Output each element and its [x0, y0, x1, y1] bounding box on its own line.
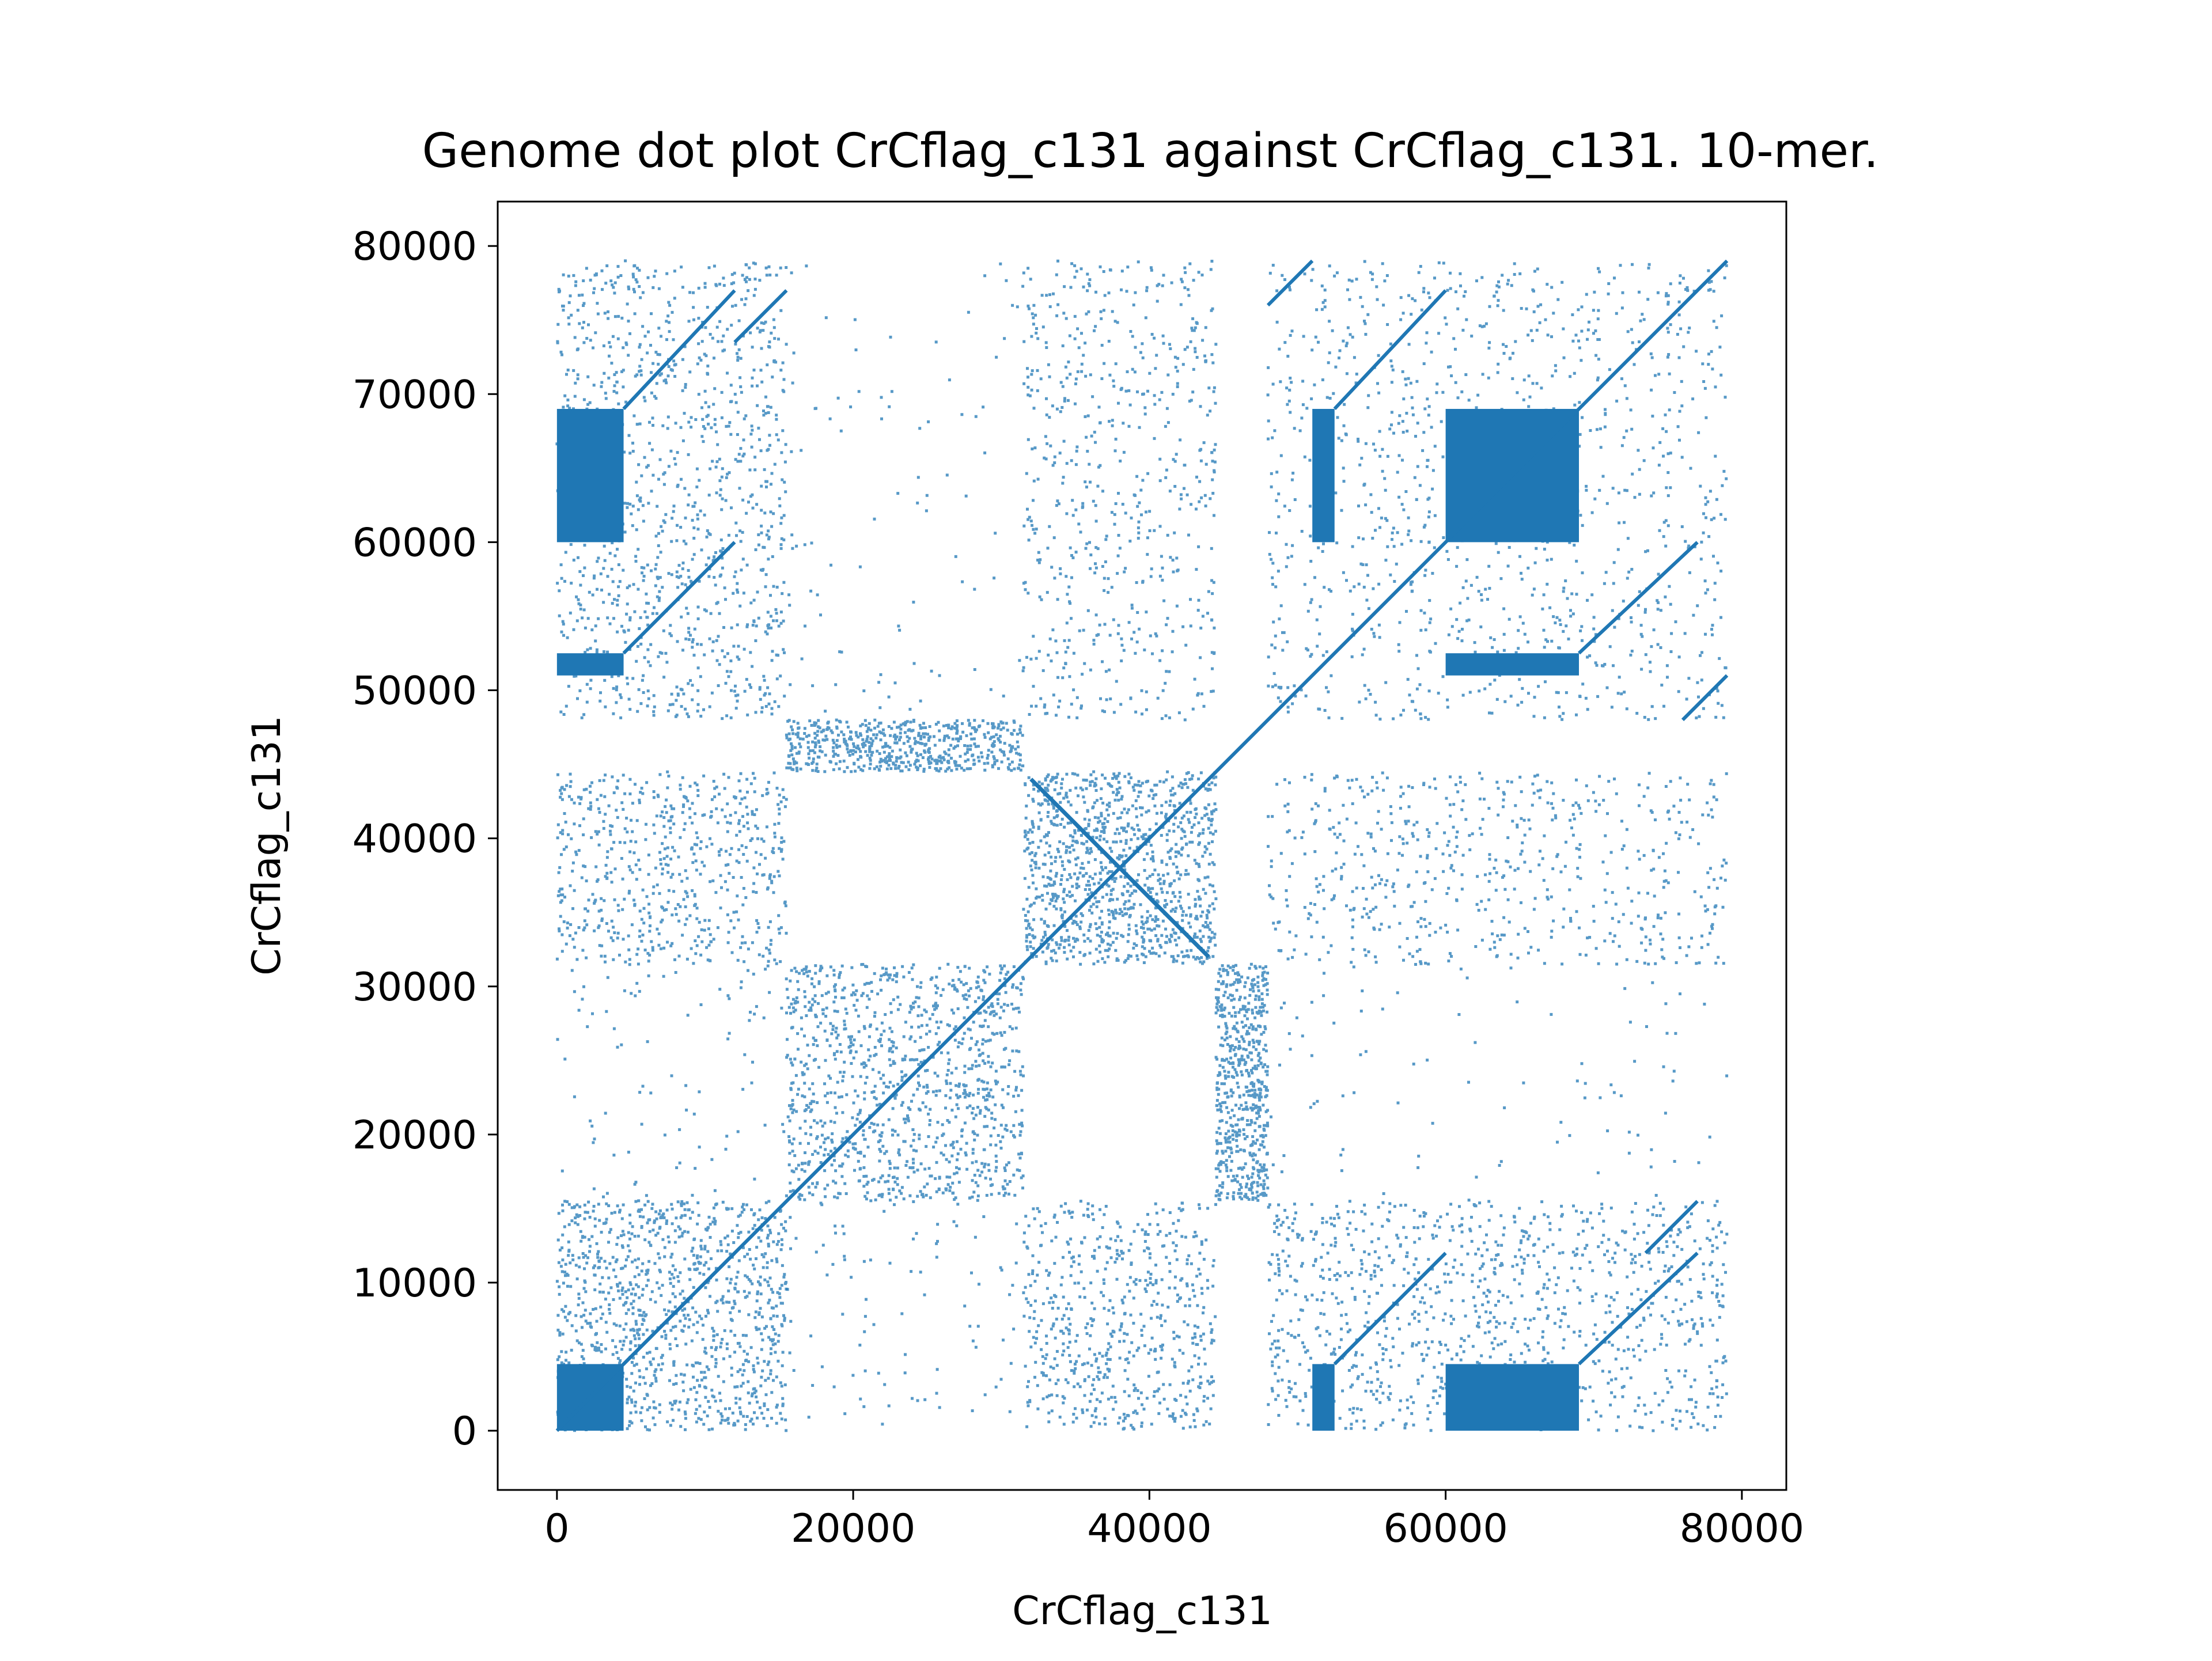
y-axis-label: CrCflag_c131 — [244, 715, 290, 976]
dense-repeat-block — [556, 653, 624, 676]
plot-area — [555, 259, 1729, 1432]
dense-repeat-block — [1445, 1364, 1580, 1431]
x-axis-label: CrCflag_c131 — [1012, 1588, 1272, 1634]
repeat-diagonal — [1644, 1200, 1699, 1254]
repeat-diagonal — [1266, 259, 1314, 307]
x-tick-label: 80000 — [1680, 1506, 1804, 1552]
inverted-repeat-diagonal — [1029, 778, 1210, 958]
scatter-points — [1022, 1200, 1217, 1431]
repeat-diagonal — [1333, 289, 1447, 411]
x-tick-label: 40000 — [1087, 1506, 1211, 1552]
scatter-points — [555, 770, 788, 966]
y-tick-label: 80000 — [353, 224, 477, 270]
scatter-points — [1214, 962, 1270, 1202]
scatter-points — [786, 1200, 1018, 1426]
x-axis: 0 20000 40000 60000 80000 — [544, 1490, 1804, 1552]
y-tick-label: 0 — [452, 1409, 477, 1454]
scatter-points — [1022, 259, 1218, 722]
scatter-points — [1267, 771, 1728, 966]
repeat-diagonal — [622, 289, 736, 411]
axes-frame — [497, 200, 1787, 1491]
repeat-diagonal — [1577, 1252, 1699, 1366]
scatter-points — [555, 259, 788, 720]
x-tick-label: 60000 — [1383, 1506, 1508, 1552]
y-tick-label: 10000 — [353, 1261, 477, 1306]
scatter-points — [1267, 1200, 1729, 1432]
scatter-points — [555, 1200, 788, 1432]
y-axis: 0 10000 20000 30000 40000 50000 60000 70000 8000… — [353, 224, 498, 1454]
repeat-diagonal — [1681, 674, 1729, 722]
repeat-diagonal — [622, 541, 736, 655]
repeat-diagonal — [1333, 1252, 1447, 1366]
scatter-points — [785, 718, 1025, 773]
dense-repeat-block — [1445, 653, 1580, 676]
dense-repeat-block — [556, 408, 624, 543]
repeat-diagonal — [733, 289, 788, 344]
y-tick-label: 60000 — [353, 520, 477, 566]
y-tick-label: 40000 — [353, 817, 477, 862]
chart-title: Genome dot plot CrCflag_c131 against CrC… — [422, 124, 1879, 179]
main-diagonal — [555, 259, 1729, 1432]
y-tick-label: 70000 — [353, 372, 477, 418]
dense-repeat-block — [1312, 1364, 1335, 1431]
dense-repeat-block — [1312, 408, 1335, 543]
y-tick-label: 50000 — [353, 669, 477, 714]
x-tick-label: 0 — [544, 1506, 569, 1552]
repeat-diagonal — [1577, 541, 1699, 655]
y-tick-label: 20000 — [353, 1113, 477, 1158]
y-tick-label: 30000 — [353, 965, 477, 1010]
x-tick-label: 20000 — [791, 1506, 915, 1552]
